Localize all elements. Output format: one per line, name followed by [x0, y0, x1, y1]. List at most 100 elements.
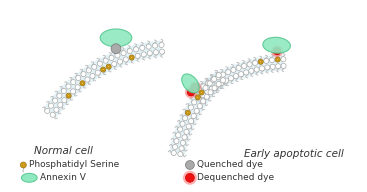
Circle shape	[97, 61, 102, 66]
Circle shape	[57, 93, 62, 98]
Circle shape	[182, 135, 187, 140]
Circle shape	[244, 70, 249, 75]
Circle shape	[186, 124, 191, 129]
Circle shape	[201, 99, 206, 104]
Circle shape	[188, 105, 193, 110]
Circle shape	[199, 90, 204, 95]
Circle shape	[192, 100, 197, 105]
Circle shape	[276, 64, 281, 69]
Circle shape	[178, 152, 183, 157]
Circle shape	[254, 67, 259, 72]
Circle shape	[205, 89, 210, 94]
Circle shape	[160, 49, 165, 54]
Circle shape	[196, 87, 201, 92]
Circle shape	[112, 61, 117, 67]
Circle shape	[182, 116, 188, 121]
Circle shape	[206, 81, 211, 86]
Circle shape	[265, 65, 270, 70]
Circle shape	[224, 78, 229, 83]
Circle shape	[45, 108, 50, 113]
Circle shape	[48, 103, 54, 108]
Circle shape	[226, 70, 231, 75]
Circle shape	[123, 57, 128, 62]
Circle shape	[153, 43, 158, 48]
Circle shape	[216, 73, 221, 78]
Circle shape	[241, 64, 247, 69]
Circle shape	[194, 108, 199, 113]
Circle shape	[192, 91, 197, 96]
Circle shape	[191, 113, 196, 118]
Circle shape	[185, 173, 195, 182]
Circle shape	[135, 53, 140, 58]
Ellipse shape	[182, 74, 199, 93]
Circle shape	[81, 82, 84, 84]
Circle shape	[277, 58, 279, 61]
Circle shape	[80, 81, 85, 86]
Circle shape	[141, 52, 146, 57]
Text: Dequenched dye: Dequenched dye	[197, 173, 274, 182]
Circle shape	[196, 96, 201, 101]
Circle shape	[281, 63, 286, 69]
Circle shape	[264, 58, 269, 63]
Circle shape	[184, 171, 196, 184]
Circle shape	[66, 84, 71, 89]
Circle shape	[252, 60, 258, 65]
Circle shape	[185, 161, 195, 169]
Circle shape	[70, 89, 76, 94]
Circle shape	[131, 56, 133, 59]
Circle shape	[233, 74, 239, 79]
Circle shape	[249, 68, 254, 73]
Circle shape	[236, 65, 241, 70]
Circle shape	[275, 57, 280, 62]
Circle shape	[147, 51, 152, 56]
Circle shape	[75, 85, 80, 90]
Circle shape	[216, 82, 221, 87]
Circle shape	[153, 50, 159, 55]
Circle shape	[81, 72, 86, 77]
Circle shape	[121, 50, 126, 56]
Circle shape	[221, 72, 226, 77]
Circle shape	[127, 49, 132, 54]
Circle shape	[54, 107, 59, 112]
Circle shape	[68, 95, 70, 97]
Circle shape	[269, 58, 275, 63]
Circle shape	[210, 78, 215, 83]
Circle shape	[208, 90, 213, 95]
Circle shape	[200, 93, 206, 98]
Circle shape	[231, 67, 236, 72]
Circle shape	[195, 95, 200, 100]
Circle shape	[52, 98, 58, 103]
Ellipse shape	[263, 37, 290, 53]
Circle shape	[259, 61, 262, 63]
Text: Annexin V: Annexin V	[40, 173, 86, 182]
Circle shape	[187, 112, 189, 114]
Circle shape	[106, 64, 111, 69]
Circle shape	[61, 89, 66, 94]
Circle shape	[66, 93, 71, 98]
Circle shape	[197, 103, 202, 109]
Circle shape	[102, 69, 104, 71]
Circle shape	[184, 129, 189, 134]
Circle shape	[179, 146, 184, 151]
Circle shape	[197, 96, 199, 98]
Circle shape	[281, 57, 286, 62]
Circle shape	[76, 75, 81, 81]
Circle shape	[214, 83, 219, 88]
Circle shape	[191, 83, 199, 91]
Circle shape	[200, 91, 203, 94]
Circle shape	[109, 55, 114, 60]
Circle shape	[172, 144, 178, 150]
Circle shape	[272, 46, 283, 56]
Circle shape	[115, 53, 120, 58]
Circle shape	[273, 47, 281, 55]
Circle shape	[185, 110, 190, 115]
Circle shape	[140, 45, 145, 50]
Polygon shape	[44, 41, 163, 117]
Circle shape	[228, 76, 233, 81]
Circle shape	[186, 87, 196, 98]
Circle shape	[189, 119, 194, 124]
Circle shape	[215, 75, 221, 80]
Circle shape	[90, 73, 95, 79]
Circle shape	[62, 98, 67, 103]
Circle shape	[239, 72, 244, 77]
